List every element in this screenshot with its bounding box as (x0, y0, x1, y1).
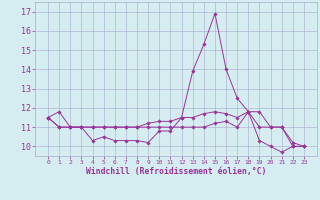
X-axis label: Windchill (Refroidissement éolien,°C): Windchill (Refroidissement éolien,°C) (86, 167, 266, 176)
